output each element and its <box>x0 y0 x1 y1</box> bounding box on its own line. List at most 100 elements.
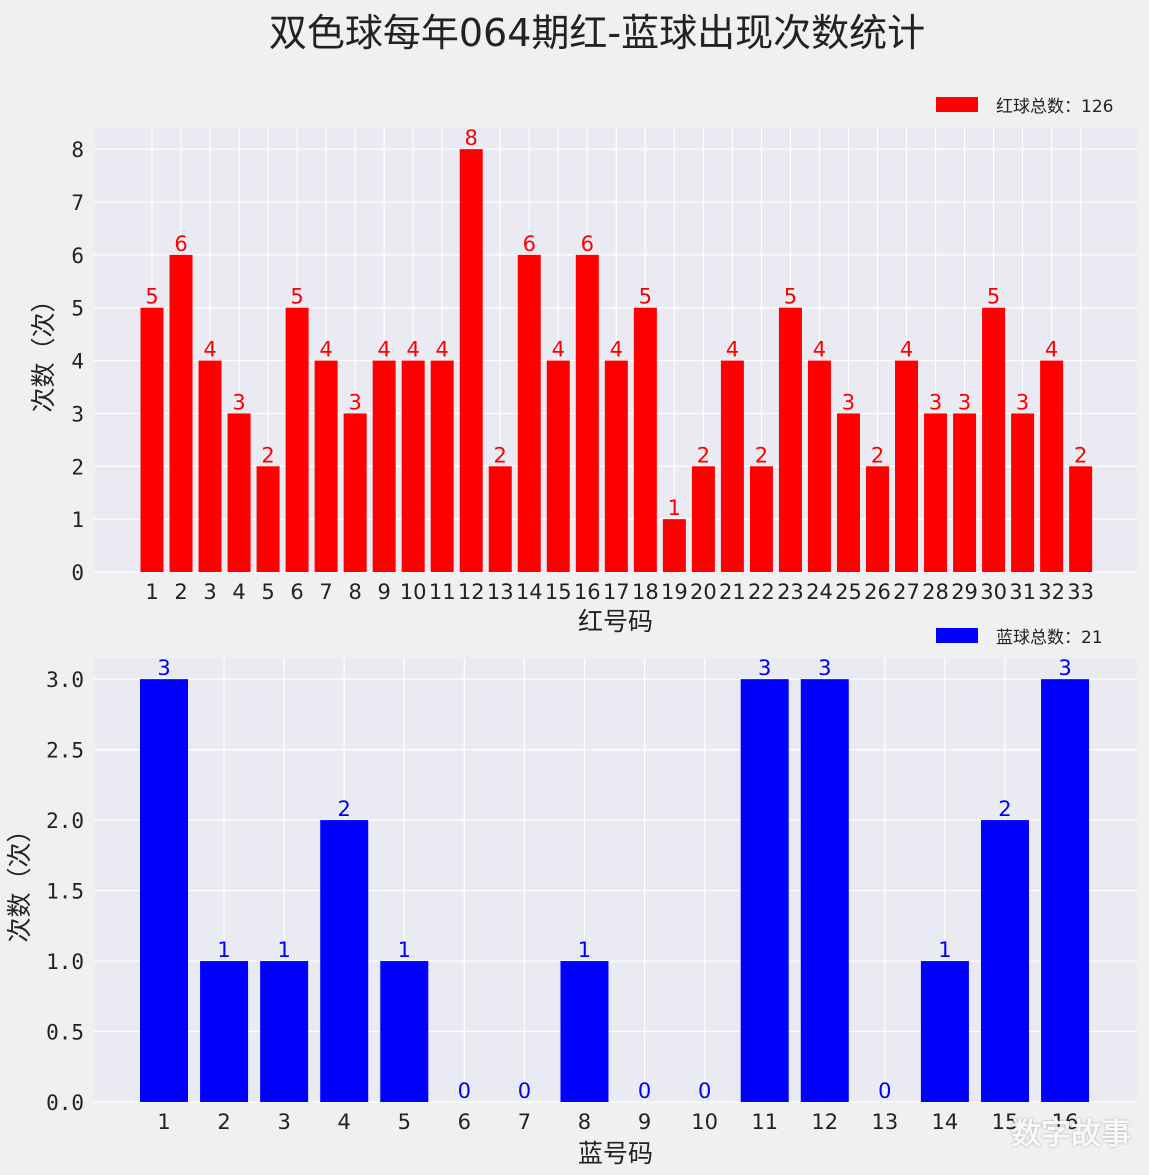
bar <box>140 307 164 572</box>
blue-ball-chart: 0.00.51.01.52.02.53.0 3112132415060718090… <box>5 628 1137 1168</box>
bar-value-label: 3 <box>818 656 831 680</box>
bar <box>778 307 802 572</box>
bar <box>807 360 831 572</box>
bar <box>430 360 454 572</box>
y-tick-label: 5 <box>71 297 84 321</box>
bar <box>604 360 628 572</box>
bar-value-label: 2 <box>494 443 507 467</box>
bar <box>836 413 860 572</box>
bar <box>380 961 429 1102</box>
watermark: 数字故事 <box>1011 1117 1131 1152</box>
bar-value-label: 4 <box>1045 338 1058 362</box>
y-tick-label: 0.0 <box>46 1091 84 1115</box>
bar <box>200 961 249 1102</box>
bar-value-label: 4 <box>436 338 449 362</box>
bar <box>1041 679 1090 1102</box>
x-tick-label: 13 <box>871 1110 898 1134</box>
bar <box>720 360 744 572</box>
x-tick-label: 21 <box>719 580 746 604</box>
x-tick-label: 31 <box>1009 580 1036 604</box>
chart-title: 双色球每年064期红-蓝球出现次数统计 <box>269 11 925 55</box>
x-tick-label: 3 <box>203 580 216 604</box>
bar-value-label: 3 <box>929 390 942 414</box>
x-tick-label: 13 <box>487 580 514 604</box>
bar <box>800 679 849 1102</box>
x-tick-label: 11 <box>751 1110 778 1134</box>
bar <box>140 679 188 1102</box>
bar-value-label: 5 <box>987 285 1000 309</box>
bar <box>575 254 599 572</box>
bar-value-label: 4 <box>406 338 419 362</box>
x-tick-label: 18 <box>632 580 659 604</box>
bar-value-label: 4 <box>900 338 913 362</box>
bar-value-label: 4 <box>319 338 332 362</box>
bar-value-label: 4 <box>552 338 565 362</box>
x-tick-label: 3 <box>277 1110 290 1134</box>
bar-value-label: 0 <box>878 1079 891 1103</box>
x-tick-label: 6 <box>290 580 303 604</box>
bar <box>546 360 570 572</box>
bar-value-label: 1 <box>668 496 681 520</box>
bar-value-label: 3 <box>348 390 361 414</box>
legend-swatch <box>936 97 978 112</box>
bar-value-label: 1 <box>938 938 951 962</box>
bar-value-label: 2 <box>697 443 710 467</box>
bar <box>895 360 919 572</box>
plot-area <box>94 658 1137 1102</box>
bar <box>459 149 483 572</box>
bar <box>372 360 396 572</box>
bar-value-label: 8 <box>465 126 478 150</box>
bar <box>256 466 280 572</box>
x-tick-label: 4 <box>232 580 245 604</box>
bar <box>320 820 369 1102</box>
x-tick-label: 28 <box>922 580 949 604</box>
x-tick-label: 26 <box>864 580 891 604</box>
bar-value-label: 5 <box>290 285 303 309</box>
y-tick-label: 2 <box>71 455 84 479</box>
x-tick-label: 4 <box>338 1110 351 1134</box>
bar <box>314 360 338 572</box>
bar-value-label: 3 <box>157 656 170 680</box>
x-tick-label: 7 <box>319 580 332 604</box>
y-tick-label: 6 <box>71 244 84 268</box>
x-tick-label: 8 <box>578 1110 591 1134</box>
y-tick-label: 0 <box>71 561 84 585</box>
y-tick-label: 0.5 <box>46 1021 84 1045</box>
x-tick-label: 16 <box>1052 1110 1079 1134</box>
bar-value-label: 6 <box>581 232 594 256</box>
x-tick-label: 6 <box>458 1110 471 1134</box>
x-tick-label: 16 <box>574 580 601 604</box>
bar-value-label: 4 <box>726 338 739 362</box>
bar-value-label: 3 <box>958 390 971 414</box>
bar <box>662 519 686 572</box>
bar-value-label: 0 <box>458 1079 471 1103</box>
x-tick-label: 27 <box>893 580 920 604</box>
bar <box>924 413 948 572</box>
bar <box>488 466 512 572</box>
y-tick-label: 1 <box>71 508 84 532</box>
bar-value-label: 2 <box>755 443 768 467</box>
x-tick-label: 33 <box>1067 580 1094 604</box>
y-tick-label: 1.0 <box>46 950 84 974</box>
x-tick-label: 11 <box>429 580 456 604</box>
y-tick-label: 4 <box>71 350 84 374</box>
bar-value-label: 2 <box>998 797 1011 821</box>
bar-value-label: 1 <box>277 938 290 962</box>
x-tick-label: 10 <box>691 1110 718 1134</box>
bar-value-label: 4 <box>203 338 216 362</box>
x-axis-label: 红号码 <box>578 607 653 636</box>
bar <box>1011 413 1035 572</box>
x-tick-label: 1 <box>145 580 158 604</box>
bar-value-label: 3 <box>758 656 771 680</box>
legend-swatch <box>936 628 978 643</box>
x-tick-label: 22 <box>748 580 775 604</box>
y-tick-label: 2.5 <box>46 739 84 763</box>
bar-value-label: 5 <box>145 285 158 309</box>
bar <box>285 307 309 572</box>
bar <box>633 307 657 572</box>
x-tick-label: 17 <box>603 580 630 604</box>
bar-value-label: 0 <box>698 1079 711 1103</box>
bar-value-label: 2 <box>871 443 884 467</box>
bar-value-label: 6 <box>523 232 536 256</box>
